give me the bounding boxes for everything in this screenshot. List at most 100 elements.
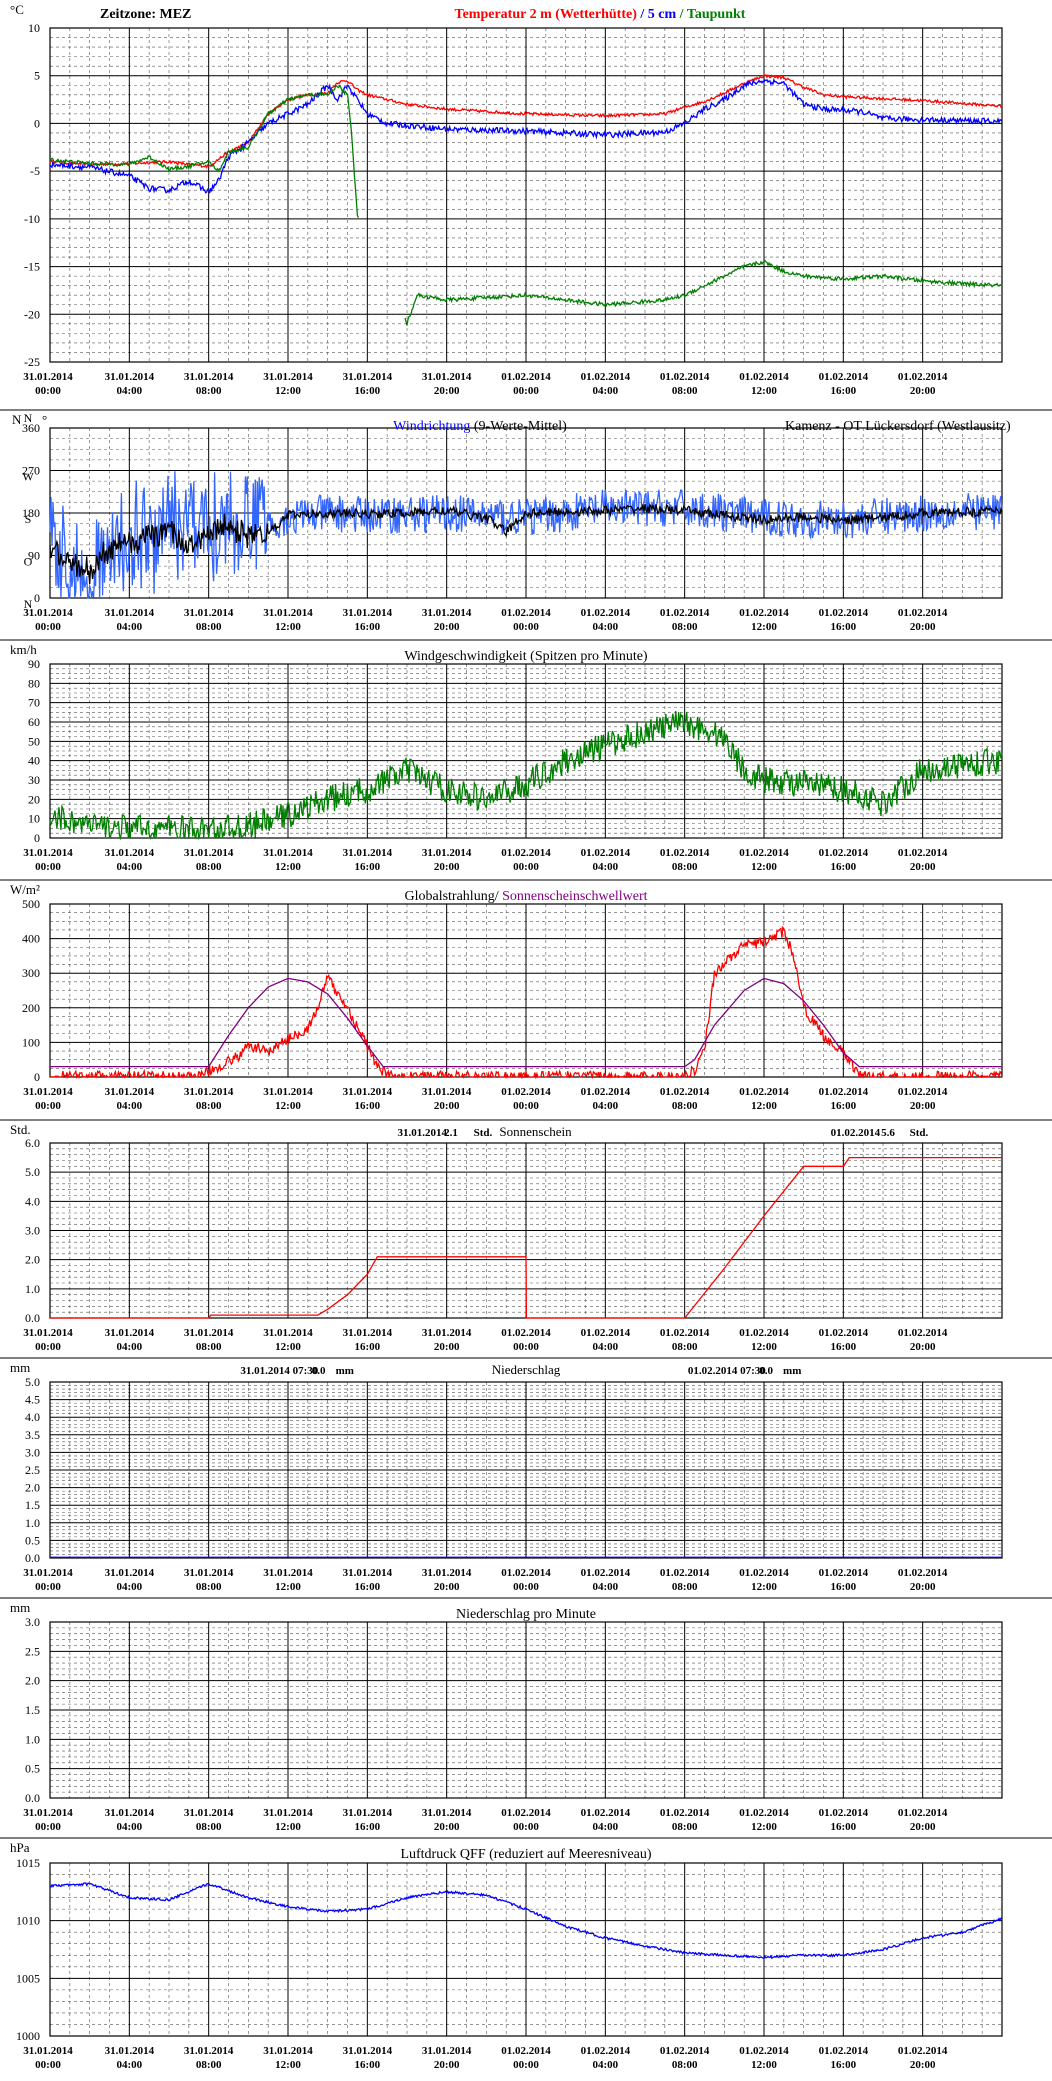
plot-frame [49,1381,1003,1559]
x-tick-date: 31.01.2014 [422,1567,472,1579]
x-tick-time: 20:00 [434,2059,460,2071]
x-tick-time: 04:00 [116,1341,142,1353]
x-tick-time: 00:00 [513,621,539,633]
x-tick-date: 01.02.2014 [898,1327,948,1339]
x-tick-date: 01.02.2014 [581,847,631,859]
x-tick-time: 04:00 [116,2059,142,2071]
chart-title: Windrichtung (9-Werte-Mittel) [393,419,567,434]
x-tick-time: 12:00 [275,1821,301,1833]
x-tick-time: 16:00 [830,621,856,633]
chart-title-part: Niederschlag pro Minute [456,1607,596,1622]
x-tick-time: 08:00 [672,1821,698,1833]
y-tick-label: 2.0 [25,1481,40,1495]
x-tick-time: 20:00 [910,621,936,633]
chart-title-part: Temperatur 2 m (Wetterhütte) [455,7,638,22]
y-tick-label: 500 [22,897,40,911]
x-tick-time: 12:00 [751,621,777,633]
x-tick-time: 04:00 [116,1100,142,1112]
x-tick-date: 31.01.2014 [422,607,472,619]
y-tick-label: 5.0 [25,1375,40,1389]
chart-title-part: Zeitzone: MEZ [100,7,191,22]
x-tick-time: 04:00 [592,621,618,633]
chart-title-part: Niederschlag [492,1362,561,1377]
plot-frame [49,663,1003,839]
y-tick-label: 2.0 [25,1674,40,1688]
x-tick-time: 12:00 [275,385,301,397]
x-tick-date: 01.02.2014 [739,2045,789,2057]
x-tick-time: 08:00 [196,861,222,873]
x-tick-date: 31.01.2014 [343,2045,393,2057]
x-tick-time: 00:00 [513,861,539,873]
y-tick-label: 3.0 [25,1615,40,1629]
y-tick-label: 80 [28,676,40,690]
y-unit-label: W/m² [10,882,40,897]
x-tick-date: 31.01.2014 [184,1567,234,1579]
y-tick-label: 4.5 [25,1393,40,1407]
x-tick-time: 20:00 [434,1100,460,1112]
series-line [49,74,1003,169]
x-tick-date: 01.02.2014 [819,1567,869,1579]
chart-title-part: 01.02.2014 07:30 [688,1365,766,1377]
x-tick-date: 31.01.2014 [422,847,472,859]
x-tick-date: 31.01.2014 [422,371,472,383]
x-tick-date: 01.02.2014 [501,847,551,859]
x-tick-date: 01.02.2014 [739,1327,789,1339]
x-tick-date: 31.01.2014 [105,847,155,859]
y-tick-label: 1.0 [25,1732,40,1746]
y-tick-label: 1.5 [25,1498,40,1512]
x-tick-date: 01.02.2014 [581,2045,631,2057]
x-tick-date: 01.02.2014 [660,847,710,859]
x-tick-time: 16:00 [830,861,856,873]
panel-rain: 0.00.51.01.52.02.53.03.54.04.55.0mm31.01… [0,1357,1052,1593]
x-tick-time: 16:00 [830,2059,856,2071]
x-tick-time: 12:00 [275,1341,301,1353]
y-tick-label: 1.0 [25,1282,40,1296]
plot-frame [49,1862,1003,2037]
x-tick-time: 00:00 [35,385,61,397]
x-tick-date: 31.01.2014 [184,847,234,859]
x-tick-date: 01.02.2014 [581,1567,631,1579]
x-tick-date: 01.02.2014 [501,1567,551,1579]
y-tick-label: 200 [22,1001,40,1015]
series-line [50,1882,1003,1960]
x-tick-date: 01.02.2014 [898,607,948,619]
x-tick-date: 01.02.2014 [501,371,551,383]
x-tick-time: 12:00 [751,1581,777,1593]
y-tick-label: 30 [28,773,40,787]
x-tick-date: 01.02.2014 [819,1086,869,1098]
x-tick-time: 12:00 [275,2059,301,2071]
series-line [50,977,1002,1068]
y-unit-label: ° [42,412,47,427]
x-tick-date: 01.02.2014 [660,371,710,383]
x-tick-date: 01.02.2014 [581,1327,631,1339]
x-tick-date: 01.02.2014 [898,1086,948,1098]
x-tick-date: 31.01.2014 [343,847,393,859]
chart-title: Luftdruck QFF (reduziert auf Meeresnivea… [400,1847,651,1862]
x-tick-date: 31.01.2014 [422,1327,472,1339]
x-tick-date: 01.02.2014 [819,1807,869,1819]
x-tick-date: 31.01.2014 [422,1807,472,1819]
x-tick-date: 01.02.2014 [501,607,551,619]
x-tick-time: 16:00 [354,1100,380,1112]
x-tick-date: 01.02.2014 [739,847,789,859]
x-tick-time: 00:00 [513,1100,539,1112]
y-direction-label: O [24,555,33,569]
y-tick-label: 0.5 [25,1762,40,1776]
x-tick-date: 31.01.2014 [263,1567,313,1579]
y-tick-label: 5.0 [25,1165,40,1179]
y-unit-label: mm [10,1600,30,1615]
x-tick-date: 01.02.2014 [739,607,789,619]
y-tick-label: -20 [24,307,40,321]
y-tick-label: 1005 [16,1971,40,1985]
x-tick-date: 31.01.2014 [263,371,313,383]
x-tick-time: 00:00 [513,2059,539,2071]
y-tick-label: 1.0 [25,1516,40,1530]
chart-title-part: 0.0 [312,1365,326,1377]
x-tick-time: 00:00 [513,385,539,397]
x-tick-time: 00:00 [513,1581,539,1593]
y-direction-label: N [24,597,33,611]
x-tick-time: 12:00 [275,1100,301,1112]
